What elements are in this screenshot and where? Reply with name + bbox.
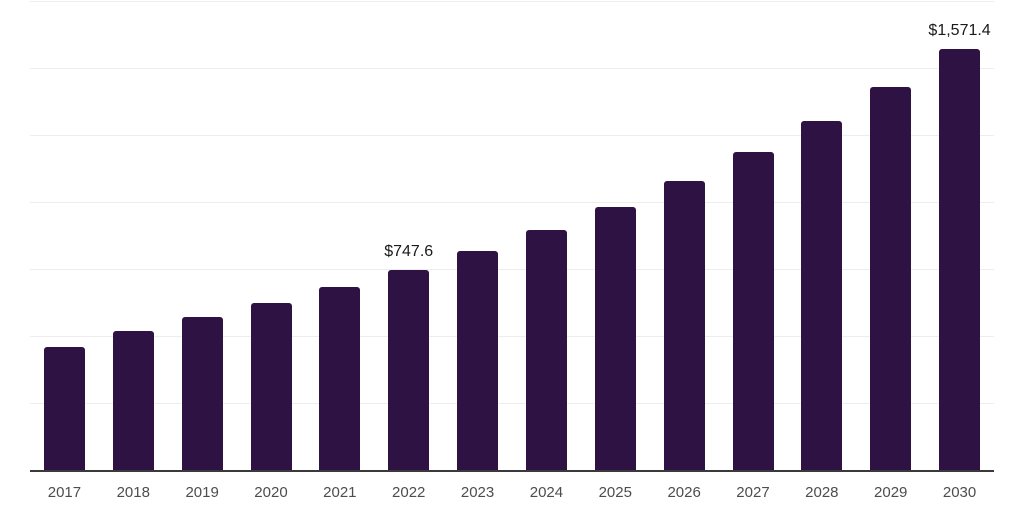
bar-2017	[43, 347, 85, 470]
bar-2018	[112, 331, 154, 470]
gridline	[30, 135, 994, 136]
bar-2029	[870, 87, 912, 470]
x-tick-label-2029: 2029	[874, 484, 908, 501]
x-tick-label-2020: 2020	[254, 484, 288, 501]
x-tick-label-2019: 2019	[185, 484, 219, 501]
gridline	[30, 269, 994, 270]
x-tick-label-2017: 2017	[47, 484, 82, 501]
x-tick-label-2023: 2023	[460, 484, 495, 501]
bar-2023	[457, 250, 499, 470]
bar-value-label-2022: $747.6	[384, 242, 434, 260]
gridline	[30, 202, 994, 203]
bar-2024	[525, 230, 567, 470]
gridline	[30, 68, 994, 69]
x-tick-label-2024: 2024	[529, 484, 564, 501]
x-tick-label-2021: 2021	[323, 484, 357, 501]
bar-2025	[594, 206, 636, 470]
gridline	[30, 403, 994, 404]
x-tick-label-2025: 2025	[598, 484, 632, 501]
bar-2026	[663, 181, 705, 470]
x-tick-label-2026: 2026	[667, 484, 701, 501]
x-tick-label-2022: 2022	[392, 484, 426, 501]
x-tick-label-2027: 2027	[736, 484, 770, 501]
bar-2030	[939, 48, 981, 470]
plot-area: $747.6 $1,571.4	[30, 1, 994, 472]
bar-2021	[319, 286, 361, 470]
bar-2020	[250, 302, 292, 470]
x-tick-label-2030: 2030	[942, 484, 977, 501]
x-tick-label-2018: 2018	[116, 484, 150, 501]
bar-2019	[181, 316, 223, 470]
bar-2028	[801, 121, 843, 470]
gridline	[30, 1, 994, 2]
bar-value-label-2030: $1,571.4	[928, 21, 991, 39]
gridline	[30, 336, 994, 337]
bar-2027	[732, 152, 774, 470]
x-tick-label-2028: 2028	[805, 484, 839, 501]
bar-2022	[388, 269, 430, 470]
